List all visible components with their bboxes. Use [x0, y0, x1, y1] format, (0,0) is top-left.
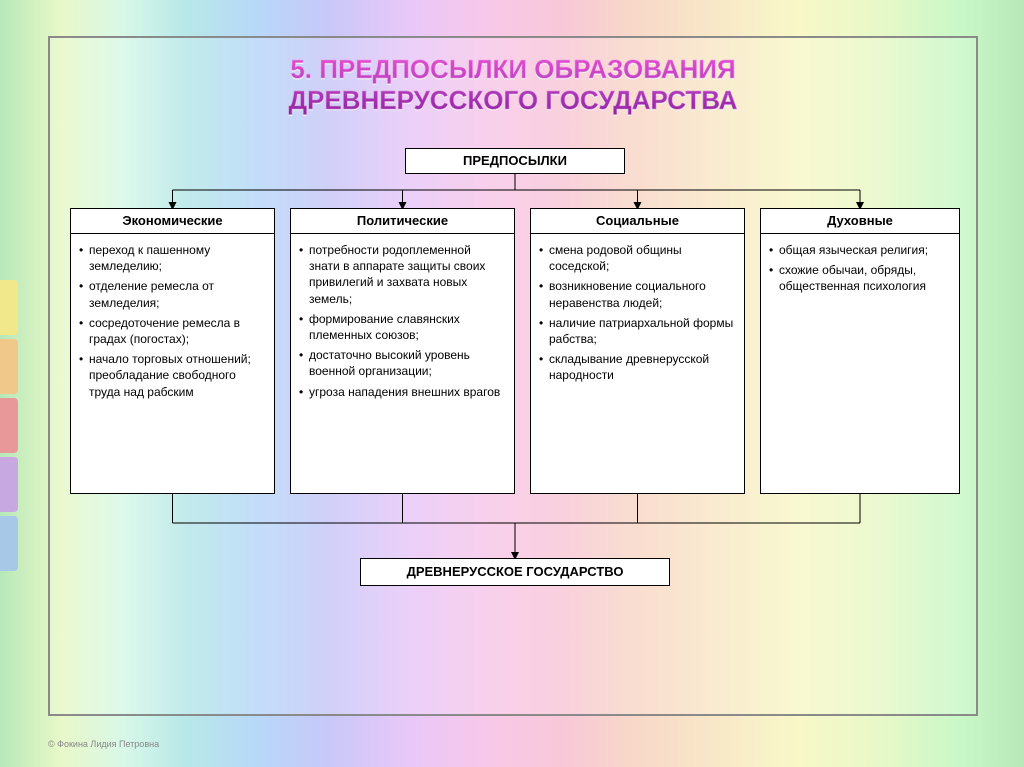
- slide-frame: 5. ПРЕДПОСЫЛКИ ОБРАЗОВАНИЯ ДРЕВНЕРУССКОГ…: [48, 36, 978, 716]
- list-item: достаточно высокий уровень военной орган…: [297, 347, 504, 379]
- list-item: переход к пашенному земледелию;: [77, 242, 264, 274]
- list-item: схожие обычаи, обряды, общественная псих…: [767, 262, 949, 294]
- list-item: сосредоточение ремесла в градах (погоста…: [77, 315, 264, 347]
- list-item: формирование славян­ских племенных союзо…: [297, 311, 504, 343]
- category-header: Политические: [290, 208, 515, 234]
- credit-text: © Фокина Лидия Петровна: [48, 739, 159, 749]
- category-header: Духовные: [760, 208, 960, 234]
- category-list: общая языческая религия; схожие обычаи, о…: [760, 234, 960, 494]
- list-item: угроза нападения внешних врагов: [297, 384, 504, 400]
- category-header: Социальные: [530, 208, 745, 234]
- title-line-1: 5. ПРЕДПОСЫЛКИ ОБРАЗОВАНИЯ: [290, 54, 735, 84]
- slide-title: 5. ПРЕДПОСЫЛКИ ОБРАЗОВАНИЯ ДРЕВНЕРУССКОГ…: [50, 54, 976, 116]
- category-list: смена родовой общины соседской; возникнов…: [530, 234, 745, 494]
- list-item: общая языческая религия;: [767, 242, 949, 258]
- category-list: потребности родопле­менной знати в аппар…: [290, 234, 515, 494]
- tab-3: [0, 398, 18, 453]
- bottom-node: ДРЕВНЕРУССКОЕ ГОСУДАРСТВО: [360, 558, 670, 586]
- list-item: смена родовой общины соседской;: [537, 242, 734, 274]
- list-item: отделение ремесла от земледелия;: [77, 278, 264, 310]
- tab-1: [0, 280, 18, 335]
- category-header: Экономические: [70, 208, 275, 234]
- list-item: складывание древнерус­ской народности: [537, 351, 734, 383]
- list-item: возникновение социаль­ного неравенства л…: [537, 278, 734, 310]
- category-list: переход к пашенному земледелию; отделение…: [70, 234, 275, 494]
- left-color-tabs: [0, 280, 18, 575]
- top-node: ПРЕДПОСЫЛКИ: [405, 148, 625, 174]
- title-line-2: ДРЕВНЕРУССКОГО ГОСУДАРСТВА: [289, 85, 738, 115]
- tab-5: [0, 516, 18, 571]
- list-item: потребности родопле­менной знати в аппар…: [297, 242, 504, 307]
- list-item: начало торговых отношений; преобладание …: [77, 351, 264, 400]
- flowchart-diagram: ПРЕДПОСЫЛКИ ДРЕВНЕРУССКОЕ ГОСУДАРСТВО Эк…: [60, 148, 966, 618]
- tab-4: [0, 457, 18, 512]
- list-item: наличие патриархальной формы рабства;: [537, 315, 734, 347]
- tab-2: [0, 339, 18, 394]
